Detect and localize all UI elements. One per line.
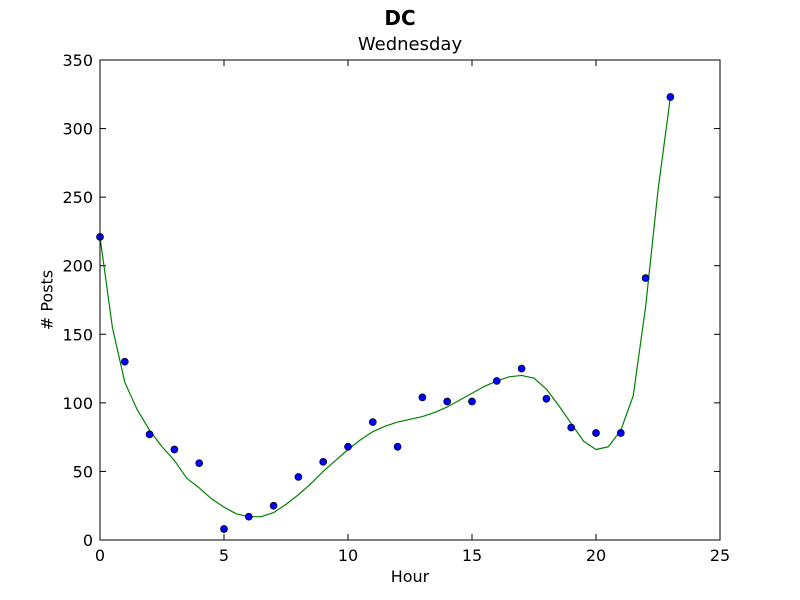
data-point [294,473,303,481]
data-point [641,274,650,282]
chart-subtitle: Wednesday [357,34,463,55]
data-point [145,430,154,439]
data-point [666,93,675,101]
data-point [195,459,204,468]
x-axis-label: Hour [390,567,430,586]
data-point [542,394,551,403]
plot-area [100,60,720,540]
x-tick-label: 15 [462,546,482,565]
data-point [443,397,452,406]
x-tick-label: 25 [710,546,730,565]
x-tick-label: 20 [586,546,606,565]
y-axis-label: # Posts [37,269,57,331]
data-point [344,442,352,451]
y-tick-label: 250 [62,188,93,207]
y-tick-label: 50 [73,462,93,481]
data-point [120,357,129,366]
axes-frame [99,59,721,541]
data-point [468,397,476,406]
data-point [418,393,427,402]
y-tick-label: 300 [62,120,93,139]
x-tick-label: 0 [95,546,105,565]
y-tick-label: 200 [62,257,93,276]
data-point [616,429,625,437]
x-tick-label: 5 [219,546,229,565]
data-point [492,377,501,385]
data-point [592,429,600,437]
x-tick-label: 10 [338,546,358,565]
fit-line [99,96,671,518]
data-point [393,442,402,451]
data-point [220,525,228,533]
data-point [244,512,253,521]
y-tick-label: 150 [62,325,93,344]
y-tick-label: 0 [83,531,93,550]
y-tick-label: 350 [62,51,93,70]
data-point [517,364,526,373]
data-point [170,445,179,454]
chart-title: DC [384,6,416,30]
data-point [567,423,576,432]
y-tick-label: 100 [62,394,93,413]
data-point [319,457,328,466]
data-point [368,418,377,426]
data-point [269,501,278,510]
